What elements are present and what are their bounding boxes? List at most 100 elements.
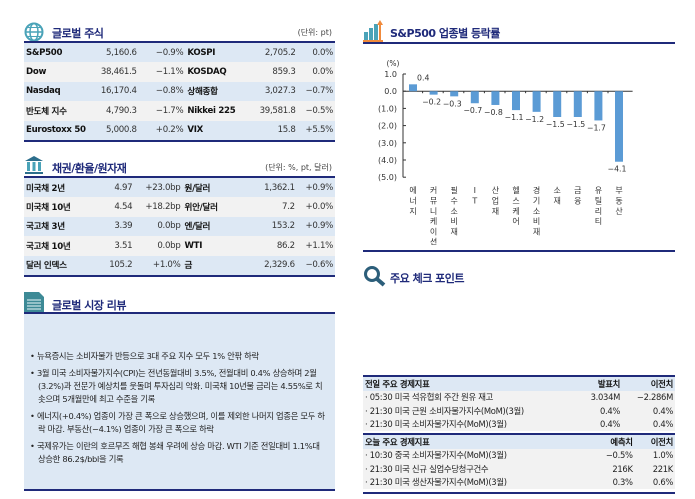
bar [573, 91, 582, 117]
data-label: −1.5 [546, 120, 565, 129]
y-tick-label: 0.0 [384, 87, 397, 96]
bar [470, 91, 479, 104]
indicator-value: −0.5% [605, 450, 633, 461]
category-label: 이 [430, 226, 437, 236]
item-name: 미국채 10년 [26, 203, 71, 214]
global-stocks-title: 글로벌 주식 [52, 27, 104, 40]
table-header: 전일 주요 경제지표 발표치 이전치 [363, 377, 675, 391]
bar [553, 91, 562, 117]
category-label: 유 [595, 186, 602, 195]
table-row: 반도체 지수 4,790.3 −1.7% Nikkei 225 39,581.8 −0.5… [24, 101, 335, 121]
category-label: 비 [451, 217, 458, 226]
category-label: 뮤 [430, 197, 437, 206]
item-name: KOSPI [187, 47, 216, 58]
indicator-name: · 21:30 미국 생산자물가지수(MoM)(3월) [365, 477, 507, 488]
bar-chart-icon [363, 20, 385, 46]
item-value: 3.51 [114, 240, 133, 251]
item-value: 16,170.4 [100, 86, 137, 97]
table-row: Eurostoxx 50 5,000.8 +0.2% VIX 15.8 +5.5% [24, 120, 335, 140]
item-value: 5,000.8 [106, 125, 137, 136]
category-label: 션 [430, 237, 437, 247]
column-header: 오늘 주요 경제지표 [365, 436, 430, 447]
category-label: 케 [430, 217, 437, 226]
item-change: −0.6% [305, 260, 333, 271]
item-name: 상해종합 [187, 87, 218, 98]
item-change: +0.0% [305, 202, 333, 213]
item-change: 0.0bp [157, 221, 181, 232]
category-label: 재 [451, 227, 458, 236]
y-tick-label: (5.0) [378, 173, 397, 182]
review-item: 국제유가는 이란의 호르무즈 해협 봉쇄 우려에 상승 마감. WTI 기준 전… [30, 440, 329, 466]
magnifier-icon [363, 265, 387, 291]
table-row: · 21:30 미국 근원 소비자물가지수(MoM)(3월) 0.4% 0.4% [363, 404, 675, 418]
item-change: 0.0% [312, 67, 333, 78]
category-label: 기 [533, 197, 540, 206]
indicator-value: 0.4% [652, 405, 673, 416]
category-label: 너 [409, 196, 416, 206]
category-label: I [474, 186, 476, 195]
column-header: 전일 주요 경제지표 [365, 378, 430, 389]
bonds-unit: (단위: %, pt, 달러) [265, 163, 332, 172]
item-change: +23.0bp [145, 182, 181, 193]
data-label: −1.2 [525, 115, 544, 124]
item-value: 7.2 [282, 202, 295, 213]
table-row: · 21:30 미국 생산자물가지수(MoM)(3월) 0.3% 0.6% [363, 475, 675, 489]
indicator-name: · 05:30 미국 석유협회 주간 원유 재고 [365, 392, 494, 403]
category-label: 케 [512, 207, 519, 216]
y-tick-label: (3.0) [378, 139, 397, 148]
bar [512, 91, 520, 111]
item-name: 금 [184, 261, 193, 272]
bar [450, 91, 459, 97]
category-label: 커 [430, 186, 437, 195]
global-stocks-unit: (단위: pt) [297, 28, 332, 37]
economic-indicators-table: 전일 주요 경제지표 발표치 이전치 · 05:30 미국 석유협회 주간 원유 재고… [363, 377, 675, 431]
review-title: 글로벌 시장 리뷰 [52, 299, 127, 312]
review-item: 3월 미국 소비자물가지수(CPI)는 전년동월대비 3.5%, 전월대비 0.… [30, 367, 329, 406]
bar [594, 91, 603, 121]
category-label: 리 [595, 207, 602, 216]
item-name: 엔/달러 [184, 222, 211, 233]
divider [24, 140, 335, 142]
item-change: −1.7% [155, 105, 184, 116]
table-row: · 21:30 미국 소비자물가지수(MoM)(3월) 0.4% 0.4% [363, 417, 675, 431]
data-label: −0.2 [422, 98, 441, 107]
category-label: 스 [512, 197, 519, 206]
item-value: 3.39 [114, 221, 133, 232]
indicator-value: 3.034M [590, 392, 621, 403]
category-label: 틸 [595, 196, 602, 206]
indicator-value: 0.4% [599, 405, 621, 416]
bar [615, 91, 623, 162]
bonds-title: 채권/환율/원자재 [52, 162, 127, 175]
category-label: 경 [533, 185, 540, 195]
item-value: 4.54 [114, 202, 133, 213]
checkpoint-title: 주요 체크 포인트 [390, 272, 465, 285]
item-change: +1.0% [152, 260, 181, 271]
table-row: 미국채 2년 4.97 +23.0bp 원/달러 1,362.1 +0.9% [24, 178, 335, 198]
category-label: 티 [595, 217, 602, 226]
item-change: −1.1% [155, 67, 184, 78]
data-label: −0.8 [484, 108, 503, 117]
item-change: 0.0% [312, 47, 333, 58]
category-label: 소 [533, 207, 540, 216]
y-tick-label: (1.0) [378, 104, 397, 113]
indicator-value: 0.6% [652, 477, 673, 488]
divider [24, 41, 335, 43]
indicator-name: · 21:30 미국 근원 소비자물가지수(MoM)(3월) [365, 405, 524, 416]
bonds-table: 미국채 2년 4.97 +23.0bp 원/달러 1,362.1 +0.9% 미국채 10년… [24, 178, 335, 275]
item-name: 국고채 3년 [26, 222, 65, 233]
category-label: 동 [615, 197, 622, 206]
item-value: 39,581.8 [259, 105, 296, 116]
category-label: 소 [554, 186, 561, 195]
indicator-value: −2.286M [636, 392, 673, 403]
item-value: 4.97 [114, 182, 133, 193]
category-label: 헬 [512, 185, 519, 195]
item-name: Dow [26, 67, 47, 78]
item-change: +5.5% [305, 125, 333, 136]
divider [363, 492, 675, 494]
item-name: 원/달러 [184, 183, 211, 194]
item-value: 2,705.2 [264, 47, 296, 58]
item-name: 미국채 2년 [26, 183, 65, 194]
divider [24, 275, 335, 277]
global-stocks-table: S&P500 5,160.6 −0.9% KOSPI 2,705.2 0.0% Dow 38,… [24, 43, 335, 140]
indicator-value: 221K [652, 463, 674, 474]
